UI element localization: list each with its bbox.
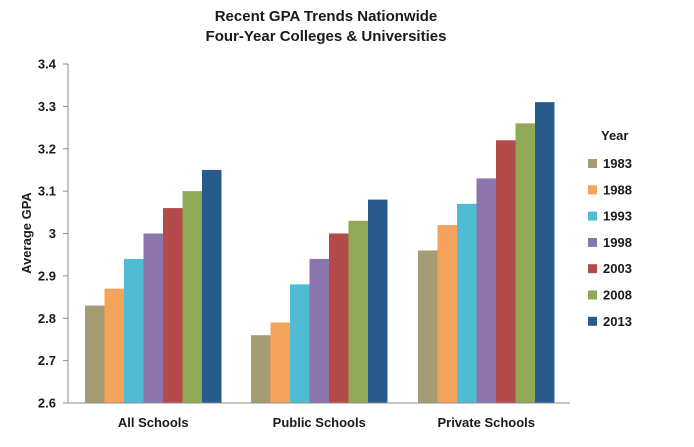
legend-label-2008: 2008 (603, 288, 632, 303)
bar-private-schools-1993 (457, 203, 477, 403)
bar-private-schools-2013 (535, 102, 555, 403)
bar-all-schools-2003 (163, 208, 183, 403)
y-tick-label: 3.4 (38, 57, 57, 72)
bar-public-schools-2013 (368, 199, 388, 403)
y-tick-label: 2.8 (38, 311, 56, 326)
bar-all-schools-1993 (124, 258, 144, 403)
bar-private-schools-1983 (418, 250, 438, 403)
y-tick-label: 2.6 (38, 396, 56, 411)
y-tick-label: 3.1 (38, 184, 56, 199)
legend: 1983 1988 1993 1998 2003 2008 2013 (588, 156, 632, 329)
y-tick-label: 2.7 (38, 353, 56, 368)
bar-all-schools-1998 (143, 233, 163, 403)
bar-private-schools-2003 (496, 140, 516, 403)
bar-all-schools-1988 (104, 288, 124, 403)
legend-swatch-2013 (588, 316, 597, 326)
legend-label-2013: 2013 (603, 314, 632, 329)
x-axis-labels: All Schools Public Schools Private Schools (118, 415, 535, 430)
legend-swatch-1988 (588, 185, 597, 195)
legend-swatch-1998 (588, 237, 597, 247)
y-tick-label: 2.9 (38, 268, 56, 283)
y-tick-label: 3.2 (38, 141, 56, 156)
legend-label-2003: 2003 (603, 261, 632, 276)
legend-swatch-1993 (588, 211, 597, 221)
legend-title: Year (601, 128, 628, 143)
chart-subtitle: Four-Year Colleges & Universities (206, 28, 447, 45)
x-category-label: Public Schools (273, 415, 366, 430)
x-category-label: Private Schools (437, 415, 535, 430)
legend-label-1983: 1983 (603, 156, 632, 171)
bar-private-schools-1998 (476, 178, 496, 403)
y-tick-label: 3 (49, 226, 56, 241)
bar-public-schools-1993 (290, 284, 310, 403)
y-axis-ticks: 2.6 2.7 2.8 2.9 3 3.1 3.2 3.3 3.4 (38, 57, 68, 411)
bar-private-schools-1988 (437, 225, 457, 403)
legend-swatch-2008 (588, 290, 597, 300)
legend-label-1988: 1988 (603, 182, 632, 197)
legend-swatch-2003 (588, 264, 597, 274)
y-axis-label: Average GPA (19, 192, 34, 274)
bar-public-schools-2008 (348, 220, 368, 403)
legend-label-1998: 1998 (603, 235, 632, 250)
legend-swatch-1983 (588, 159, 597, 168)
chart-title: Recent GPA Trends Nationwide (215, 8, 438, 25)
bar-public-schools-2003 (329, 233, 349, 403)
bar-all-schools-2008 (182, 191, 202, 403)
bar-private-schools-2008 (515, 123, 535, 403)
bar-public-schools-1988 (270, 322, 290, 403)
legend-label-1993: 1993 (603, 209, 632, 224)
x-category-label: All Schools (118, 415, 189, 430)
bar-all-schools-1983 (85, 305, 105, 403)
bar-public-schools-1998 (309, 258, 329, 403)
bar-public-schools-1983 (251, 335, 271, 403)
y-tick-label: 3.3 (38, 99, 56, 114)
bar-all-schools-2013 (202, 169, 222, 403)
bars (85, 102, 555, 403)
